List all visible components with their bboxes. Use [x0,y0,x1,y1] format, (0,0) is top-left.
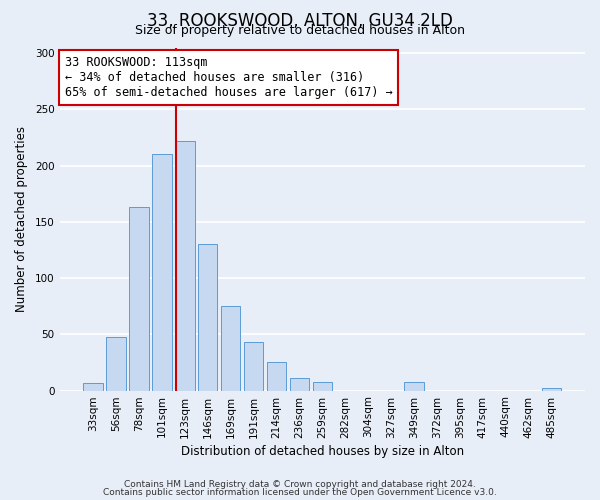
Bar [542,388,561,390]
Y-axis label: Number of detached properties: Number of detached properties [15,126,28,312]
X-axis label: Distribution of detached houses by size in Alton: Distribution of detached houses by size … [181,444,464,458]
Bar [267,362,286,390]
Bar [244,342,263,390]
Text: Contains public sector information licensed under the Open Government Licence v3: Contains public sector information licen… [103,488,497,497]
Text: Contains HM Land Registry data © Crown copyright and database right 2024.: Contains HM Land Registry data © Crown c… [124,480,476,489]
Bar [106,336,126,390]
Bar [198,244,217,390]
Bar [129,207,149,390]
Bar [152,154,172,390]
Bar [313,382,332,390]
Bar [175,141,194,390]
Bar [290,378,309,390]
Text: 33 ROOKSWOOD: 113sqm
← 34% of detached houses are smaller (316)
65% of semi-deta: 33 ROOKSWOOD: 113sqm ← 34% of detached h… [65,56,392,99]
Bar [404,382,424,390]
Bar [83,382,103,390]
Bar [221,306,241,390]
Text: Size of property relative to detached houses in Alton: Size of property relative to detached ho… [135,24,465,37]
Text: 33, ROOKSWOOD, ALTON, GU34 2LD: 33, ROOKSWOOD, ALTON, GU34 2LD [147,12,453,30]
